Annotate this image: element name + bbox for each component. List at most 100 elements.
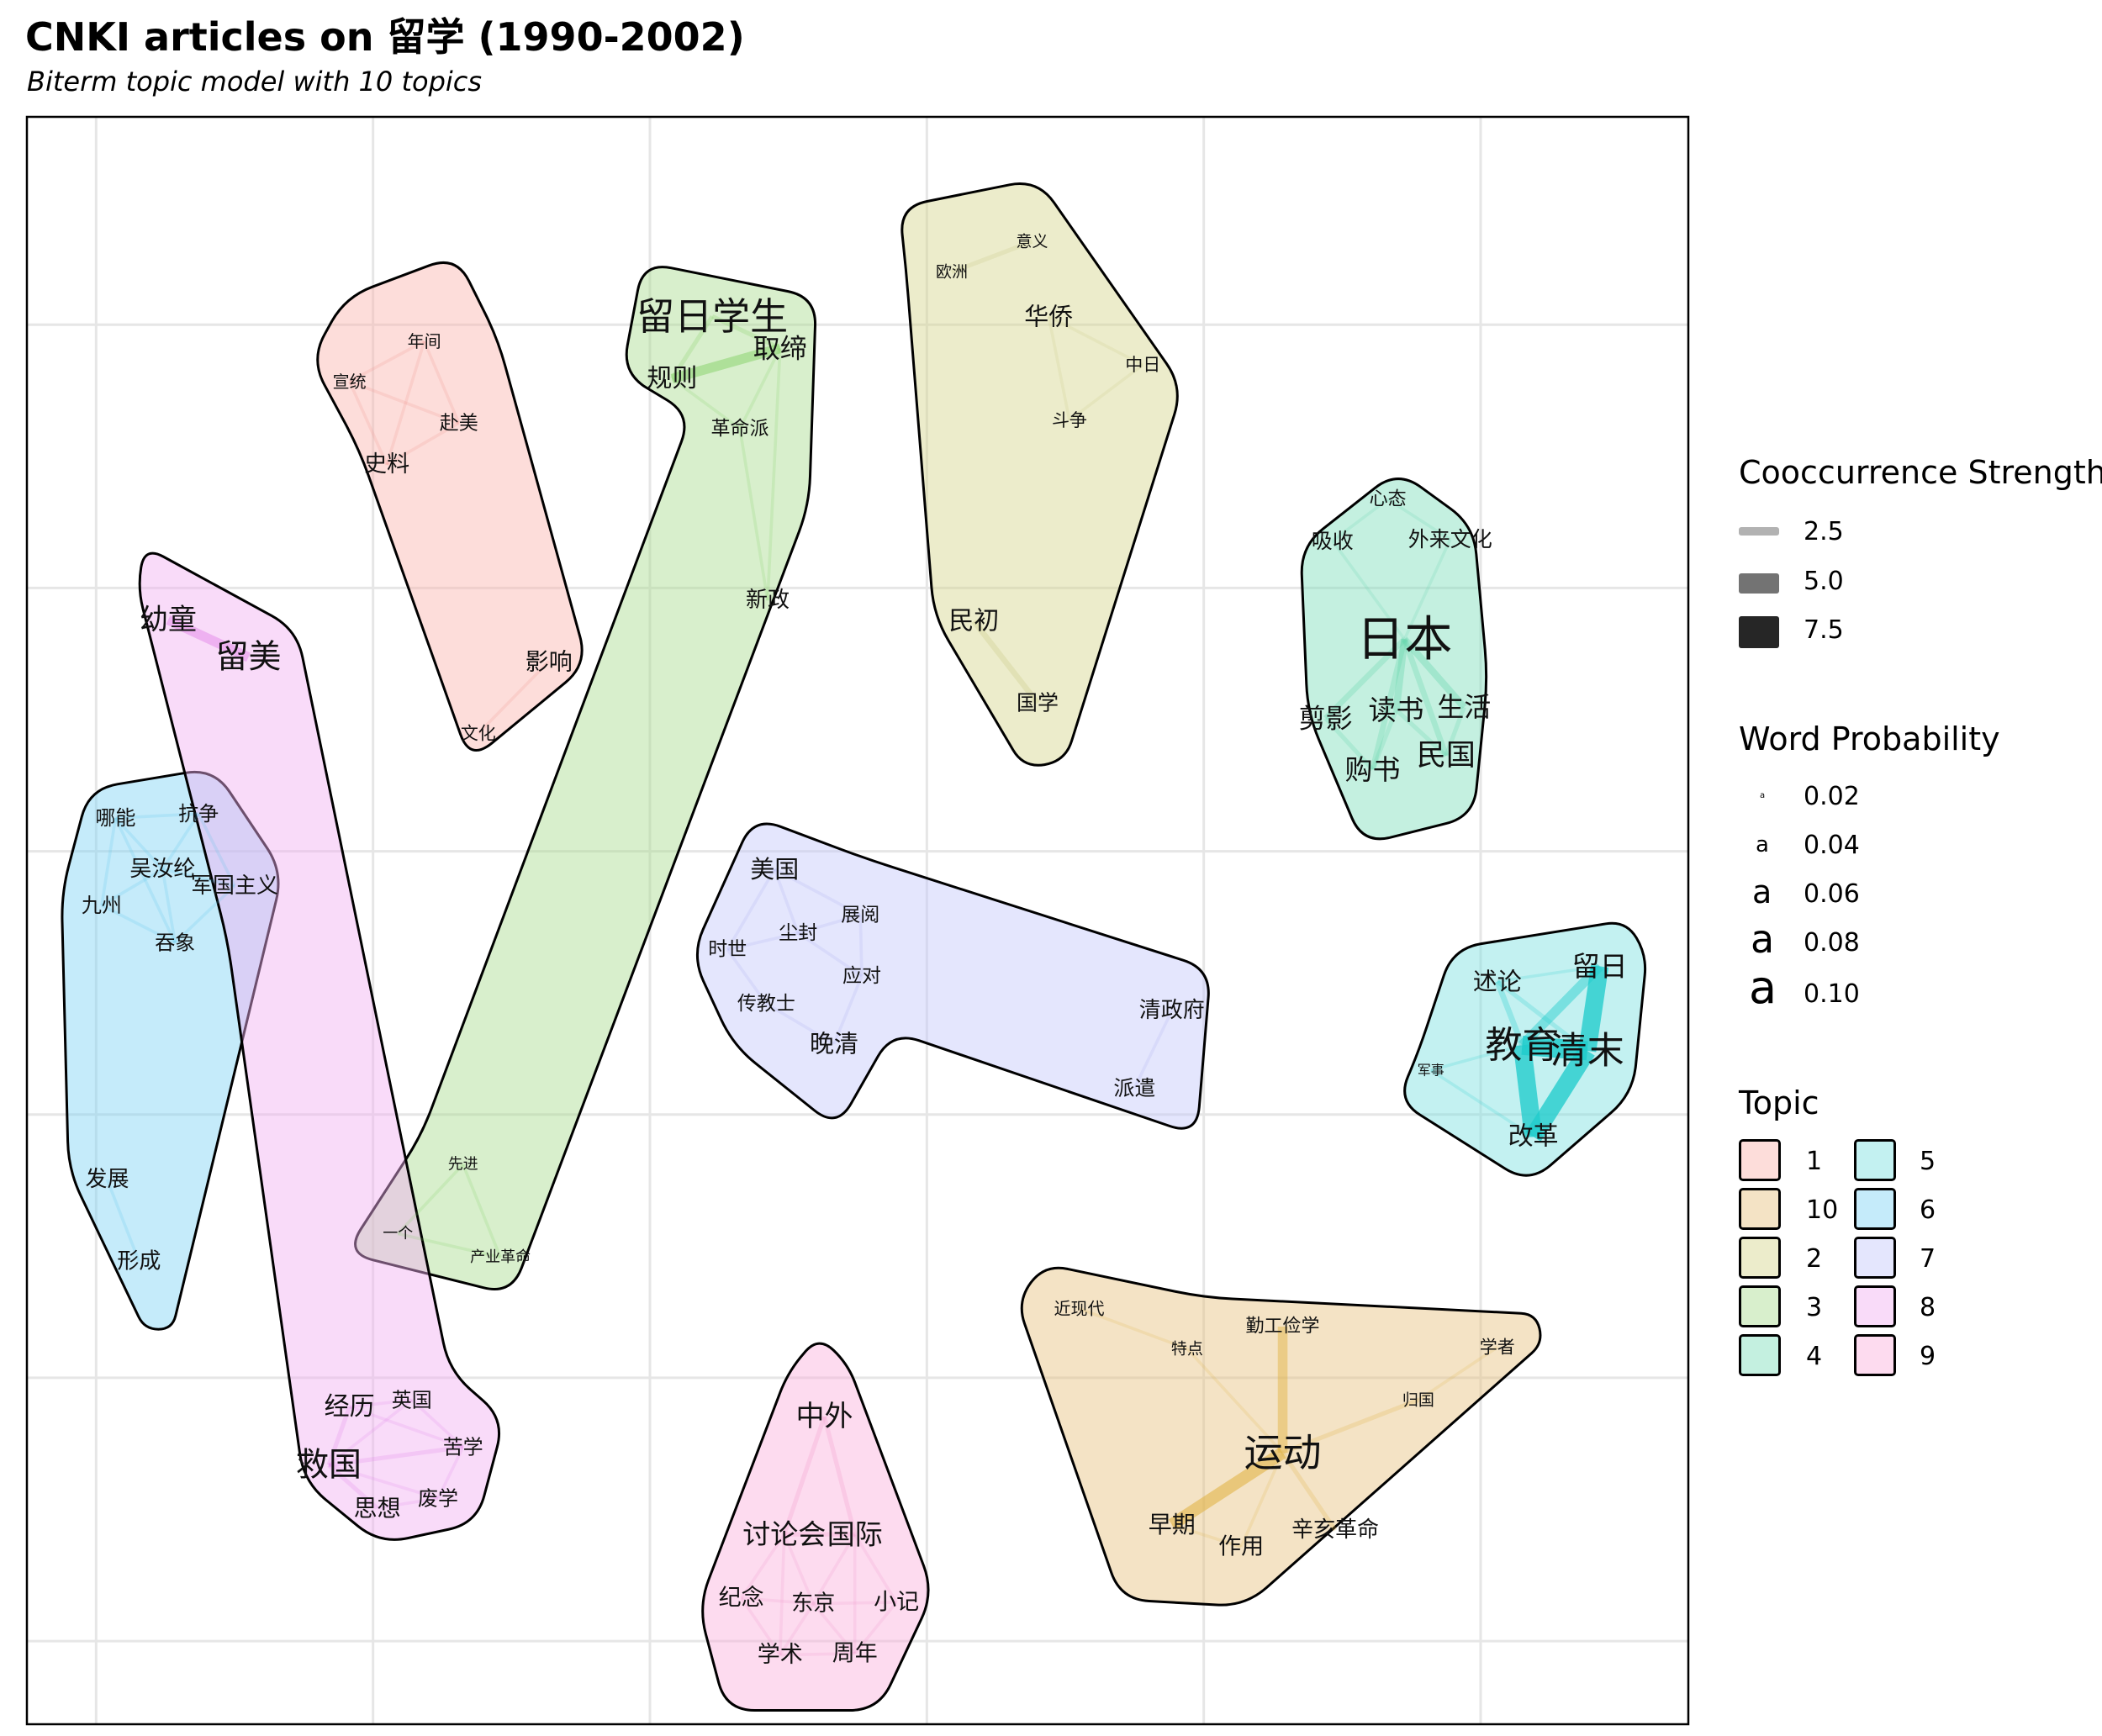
topic-key-swatch (1739, 1188, 1781, 1230)
topic-hull-7 (695, 822, 1210, 1130)
cooccurrence-edge (1402, 538, 1452, 641)
cooccurrence-edge (105, 1179, 141, 1263)
cooccurrence-edge (115, 812, 199, 820)
prob-key-label: 0.02 (1804, 782, 1860, 811)
prob-key-label: 0.10 (1804, 979, 1860, 1009)
topic-key-label: 4 (1806, 1342, 1823, 1371)
topic-key-swatch (1739, 1237, 1781, 1279)
word-label: 辛亥革命 (1291, 1517, 1379, 1543)
cooccurrence-edge (326, 1406, 352, 1466)
word-label: 国际 (827, 1518, 883, 1551)
topic-key-label: 6 (1920, 1195, 1936, 1225)
cooccurrence-edge (778, 1534, 786, 1655)
cooccurrence-edge (385, 340, 426, 466)
cooccurrence-edge (1578, 964, 1609, 1053)
word-label: 吞象 (155, 931, 195, 954)
cooccurrence-edge (161, 868, 235, 888)
word-label: 军国主义 (191, 873, 278, 899)
word-label: 取缔 (753, 332, 807, 364)
word-label: 晚清 (810, 1030, 858, 1058)
chart-subtitle: Biterm topic model with 10 topics (27, 66, 483, 98)
word-label: 宣统 (333, 372, 367, 392)
cooccurrence-edge (766, 348, 782, 601)
word-label: 经历 (325, 1392, 375, 1422)
cooccurrence-edge (101, 904, 177, 944)
cooccurrence-edge (328, 1464, 439, 1501)
prob-key-glyph: a (1756, 832, 1769, 857)
cooccurrence-edge (1133, 1010, 1174, 1090)
topic-key-swatch (1854, 1285, 1896, 1327)
cooccurrence-edge (858, 915, 864, 976)
word-label: 废学 (418, 1486, 458, 1510)
prob-key-glyph: a (1760, 791, 1766, 800)
cooccurrence-edge (1429, 1069, 1534, 1138)
plot-panel (27, 117, 1688, 1724)
cooccurrence-edge (422, 340, 461, 424)
cooccurrence-edge (710, 314, 781, 351)
word-label: 思想 (354, 1494, 401, 1522)
word-label: 史料 (364, 451, 409, 478)
cooccurrence-edge (773, 868, 800, 934)
cooccurrence-edge (779, 1602, 815, 1656)
cooccurrence-edge (166, 615, 251, 662)
cooccurrence-edge (1168, 1447, 1286, 1530)
cooccurrence-edge (740, 1596, 782, 1656)
word-label: 救国 (296, 1446, 362, 1484)
cooccurrence-edge (1444, 706, 1466, 757)
word-label: 中日 (1125, 355, 1160, 375)
topic-key-swatch (1739, 1139, 1781, 1181)
cooccurrence-edge (1186, 1348, 1284, 1454)
strength-key-label: 2.5 (1804, 517, 1844, 546)
cooccurrence-edges (100, 239, 1609, 1657)
word-label: 形成 (117, 1248, 161, 1274)
cooccurrence-edge (779, 1652, 855, 1657)
word-label: 教育 (1485, 1024, 1559, 1067)
cooccurrence-edge (1513, 1044, 1543, 1138)
cooccurrence-edge (328, 1444, 464, 1468)
cooccurrence-edge (1417, 1346, 1498, 1401)
topic-key-swatch (1854, 1188, 1896, 1230)
cooccurrence-edge (1048, 314, 1144, 367)
word-label: 中外 (795, 1400, 853, 1433)
word-label: 发展 (85, 1167, 129, 1192)
cooccurrence-edge (349, 1398, 412, 1409)
strength-key-swatch (1739, 616, 1779, 648)
word-label: 清政府 (1139, 998, 1205, 1023)
word-label: 欧洲 (936, 263, 968, 282)
cooccurrence-edge (377, 1496, 439, 1510)
cooccurrence-edge (1281, 1451, 1338, 1532)
cooccurrence-edge (349, 1405, 464, 1449)
cooccurrence-edge (386, 421, 460, 467)
topic-key-swatch (1739, 1334, 1781, 1376)
word-label: 苦学 (443, 1435, 483, 1459)
word-label: 年间 (408, 331, 441, 351)
cooccurrence-edge (1323, 636, 1407, 720)
word-label: 剪影 (1299, 702, 1353, 734)
topic-key-swatch (1854, 1237, 1896, 1279)
topic-hull-6 (61, 770, 280, 1331)
cooccurrence-edge (161, 813, 200, 870)
cooccurrence-edge (765, 1002, 835, 1046)
cooccurrence-edge (1394, 708, 1448, 757)
cooccurrence-edge (726, 931, 799, 952)
prob-key-label: 0.06 (1804, 879, 1860, 909)
cooccurrence-edge (396, 1163, 465, 1235)
cooccurrence-edge (797, 931, 863, 978)
word-label: 民初 (948, 606, 999, 636)
word-label: 读书 (1369, 694, 1424, 726)
cooccurrence-edge (327, 1463, 379, 1510)
prob-key-label: 0.08 (1804, 928, 1860, 958)
cooccurrence-edge (738, 428, 769, 601)
word-label: 展阅 (841, 904, 879, 926)
word-label: 尘封 (779, 922, 817, 944)
word-label: 改革 (1508, 1122, 1559, 1152)
cooccurrence-edge (1402, 638, 1450, 757)
cooccurrence-edge (1518, 963, 1603, 1049)
word-label: 应对 (842, 965, 881, 987)
cooccurrence-edge (741, 1596, 814, 1606)
word-label: 文化 (461, 723, 496, 743)
word-label: 特点 (1171, 1339, 1203, 1358)
strength-key-label: 7.5 (1804, 615, 1844, 645)
topic-key-label: 5 (1920, 1147, 1936, 1176)
topic-key-swatch (1854, 1139, 1896, 1181)
